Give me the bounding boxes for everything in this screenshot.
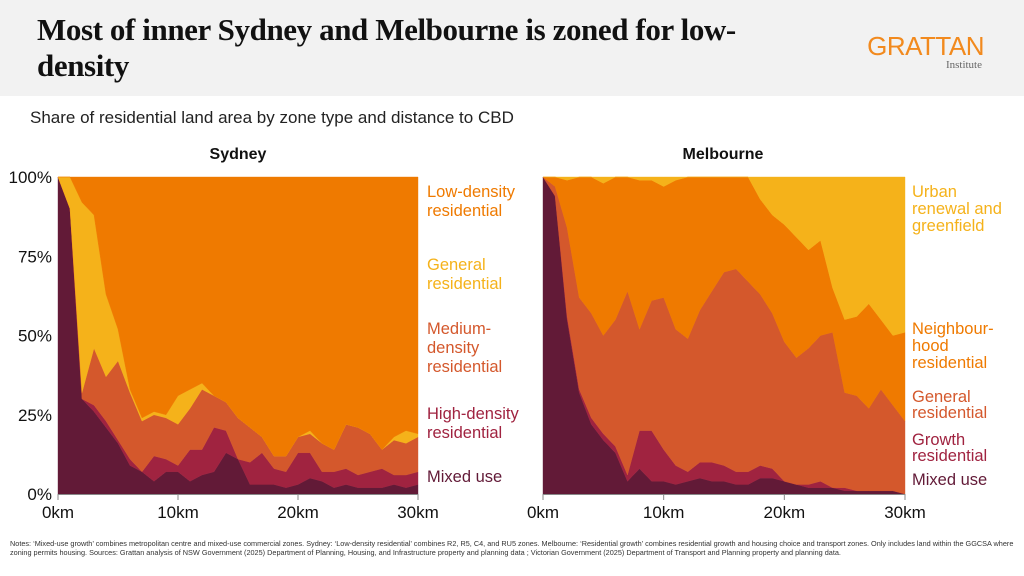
axes: 0km 10km 20km 30km 0% 25% 50% 75% 100% 0km 10km 20k… <box>9 168 926 522</box>
melbourne-area-chart <box>542 176 906 495</box>
legend-line: residential <box>912 447 988 465</box>
page-title: Most of inner Sydney and Melbourne is zo… <box>37 12 736 83</box>
melbourne-legend-urban-renewal-and-greenfield: Urban renewal and greenfield <box>912 184 1002 235</box>
legend-line: renewal and <box>912 200 1002 218</box>
legend-line: Low-density <box>427 183 516 201</box>
melbourne-legend-general-residential: General residential <box>912 388 988 422</box>
legend-line: Medium- <box>427 320 492 338</box>
sydney-panel-title: Sydney <box>209 146 267 163</box>
melbourne-x-tick-label: 20km <box>764 503 806 522</box>
logo-sub-text: Institute <box>945 59 982 71</box>
legend-line: residential <box>912 354 988 372</box>
sydney-x-tick-label: 10km <box>157 503 199 522</box>
y-tick-label: 75% <box>18 247 52 266</box>
logo-main-text: GRATTAN <box>867 31 984 61</box>
legend-line: greenfield <box>912 217 985 235</box>
legend-line: hood <box>912 337 949 355</box>
legend-line: General <box>912 388 971 406</box>
sydney-x-tick-label: 0km <box>42 503 74 522</box>
sydney-legend-mixed-use: Mixed use <box>427 468 502 487</box>
legend-line: High-density <box>427 405 519 423</box>
legend-line: Growth <box>912 431 966 449</box>
y-tick-label: 100% <box>9 168 52 187</box>
legend-line: residential <box>427 275 503 293</box>
melbourne-legend-growth-residential: Growth residential <box>912 431 988 465</box>
legend-line: General <box>427 256 486 274</box>
sydney-legend-general-residential: General residential <box>427 256 502 294</box>
legend-line: residential <box>427 358 503 376</box>
y-tick-label: 25% <box>18 406 52 425</box>
legend-line: Neighbour- <box>912 320 994 338</box>
legend-line: residential <box>912 404 988 422</box>
sydney-x-tick-label: 20km <box>277 503 319 522</box>
sydney-legend-low-density-residential: Low-density residential <box>427 183 515 221</box>
melbourne-panel-title: Melbourne <box>682 146 764 163</box>
chart-subtitle: Share of residential land area by zone t… <box>30 108 514 127</box>
charts-svg: 0km 10km 20km 30km 0% 25% 50% 75% 100% 0km 10km 20k… <box>9 168 926 522</box>
melbourne-x-tick-label: 30km <box>884 503 926 522</box>
melbourne-legend-neighbourhood-residential: Neighbour-hood residential <box>912 321 994 372</box>
sydney-area-low-density-residential <box>58 176 419 457</box>
grattan-logo: GRATTAN Institute <box>860 32 990 77</box>
sydney-x-tick-label: 30km <box>397 503 439 522</box>
legend-line: density <box>427 339 480 357</box>
melbourne-area-urban-renewal-and-greenfield <box>543 176 906 336</box>
legend-line: residential <box>427 424 503 442</box>
notes-text: Notes: ‘Mixed-use growth’ combines metro… <box>10 539 1014 557</box>
y-tick-label: 0% <box>27 485 52 504</box>
legend-line: residential <box>427 202 503 220</box>
header: Most of inner Sydney and Melbourne is zo… <box>0 0 1024 96</box>
melbourne-legend-mixed-use: Mixed use <box>912 471 988 489</box>
legend-line: Mixed use <box>427 468 503 486</box>
sydney-area-chart <box>57 176 419 495</box>
legend-line: Urban <box>912 183 957 201</box>
melbourne-x-tick-label: 0km <box>527 503 559 522</box>
y-tick-label: 50% <box>18 327 52 346</box>
sydney-legend-high-density-residential: High-density residential <box>427 405 519 443</box>
sydney-legend-medium-density-residential: Medium-density residential <box>427 320 502 377</box>
melbourne-x-tick-label: 10km <box>643 503 685 522</box>
legend-line: Mixed use <box>912 471 988 489</box>
